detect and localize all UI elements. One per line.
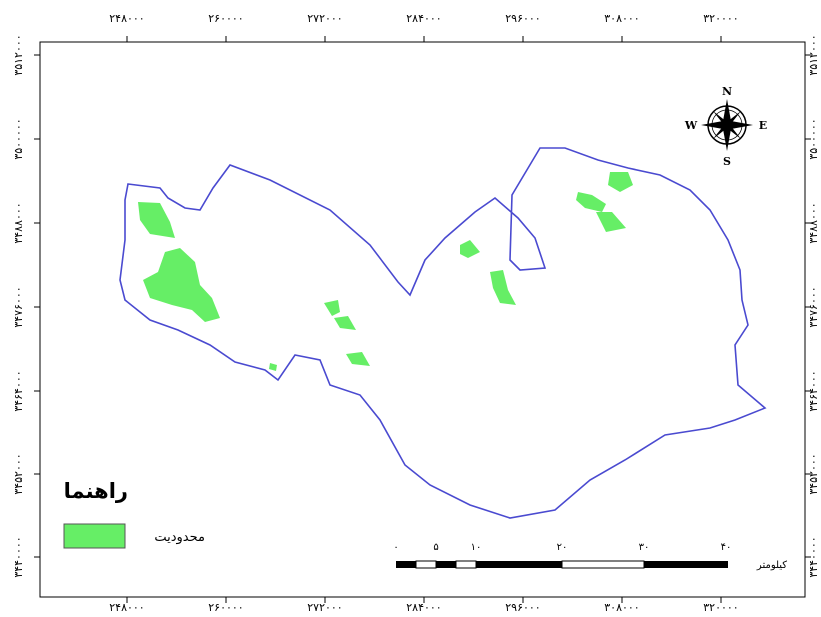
scale-segment <box>644 561 728 568</box>
x-tick-label: ۳۰۸۰۰۰ <box>604 601 639 614</box>
y-tick-label: ۳۴۶۴۰۰۰ <box>12 370 25 411</box>
x-axis-top-labels: ۲۴۸۰۰۰ ۲۶۰۰۰۰ ۲۷۲۰۰۰ ۲۸۴۰۰۰ ۲۹۶۰۰۰ ۳۰۸۰۰… <box>109 12 738 25</box>
y-tick-label: ۳۴۷۶۰۰۰ <box>12 286 25 327</box>
y-tick-label: ۳۵۱۲۰۰۰ <box>12 34 25 75</box>
x-tick-label: ۳۰۸۰۰۰ <box>604 12 639 25</box>
compass-n-label: N <box>722 85 732 98</box>
x-tick-label: ۲۸۴۰۰۰ <box>406 601 441 614</box>
scale-label: ۳۰ <box>639 542 650 553</box>
y-tick-label: ۳۴۷۶۰۰۰ <box>807 286 820 327</box>
x-tick-label: ۳۲۰۰۰۰ <box>703 12 738 25</box>
compass-e-label: E <box>759 119 767 132</box>
y-tick-label: ۳۴۸۸۰۰۰ <box>807 202 820 243</box>
scale-label: ۵ <box>433 542 438 553</box>
scale-label: ۰ <box>393 542 398 553</box>
y-tick-label: ۳۵۱۲۰۰۰ <box>807 34 820 75</box>
x-tick-label: ۲۶۰۰۰۰ <box>208 601 243 614</box>
scale-segment <box>456 561 476 568</box>
y-axis-right-labels: ۳۵۱۲۰۰۰ ۳۵۰۰۰۰۰ ۳۴۸۸۰۰۰ ۳۴۷۶۰۰۰ ۳۴۶۴۰۰۰ … <box>807 34 820 577</box>
x-tick-label: ۲۹۶۰۰۰ <box>505 12 540 25</box>
y-tick-label: ۳۴۵۲۰۰۰ <box>12 453 25 494</box>
scale-label: ۲۰ <box>557 542 568 553</box>
y-tick-label: ۳۴۴۰۰۰۰ <box>807 536 820 577</box>
y-axis-left-labels: ۳۵۱۲۰۰۰ ۳۵۰۰۰۰۰ ۳۴۸۸۰۰۰ ۳۴۷۶۰۰۰ ۳۴۶۴۰۰۰ … <box>12 34 25 577</box>
x-tick-label: ۲۴۸۰۰۰ <box>109 601 144 614</box>
y-tick-label: ۳۴۶۴۰۰۰ <box>807 370 820 411</box>
scale-label: ۴۰ <box>721 542 732 553</box>
y-tick-label: ۳۴۵۲۰۰۰ <box>807 453 820 494</box>
scale-segment <box>416 561 436 568</box>
x-tick-label: ۲۸۴۰۰۰ <box>406 12 441 25</box>
compass-w-label: W <box>684 119 698 132</box>
scale-unit-label: کیلومتر <box>756 560 787 571</box>
legend-label-restriction: محدودیت <box>154 530 205 545</box>
x-tick-label: ۲۴۸۰۰۰ <box>109 12 144 25</box>
x-tick-label: ۳۲۰۰۰۰ <box>703 601 738 614</box>
x-tick-label: ۲۷۲۰۰۰ <box>307 601 342 614</box>
y-tick-label: ۳۴۸۸۰۰۰ <box>12 202 25 243</box>
scale-segment <box>436 561 456 568</box>
y-tick-label: ۳۵۰۰۰۰۰ <box>12 118 25 159</box>
x-axis-bottom-labels: ۲۴۸۰۰۰ ۲۶۰۰۰۰ ۲۷۲۰۰۰ ۲۸۴۰۰۰ ۲۹۶۰۰۰ ۳۰۸۰۰… <box>109 601 738 614</box>
y-tick-label: ۳۵۰۰۰۰۰ <box>807 118 820 159</box>
legend-swatch-restriction <box>64 524 125 548</box>
x-tick-label: ۲۶۰۰۰۰ <box>208 12 243 25</box>
scale-label: ۱۰ <box>471 542 482 553</box>
scale-segment <box>562 561 644 568</box>
legend-title: راهنما <box>64 479 128 503</box>
compass-s-label: S <box>723 155 731 168</box>
x-tick-label: ۲۷۲۰۰۰ <box>307 12 342 25</box>
y-tick-label: ۳۴۴۰۰۰۰ <box>12 536 25 577</box>
scale-segment <box>476 561 562 568</box>
scale-segment <box>396 561 416 568</box>
x-tick-label: ۲۹۶۰۰۰ <box>505 601 540 614</box>
